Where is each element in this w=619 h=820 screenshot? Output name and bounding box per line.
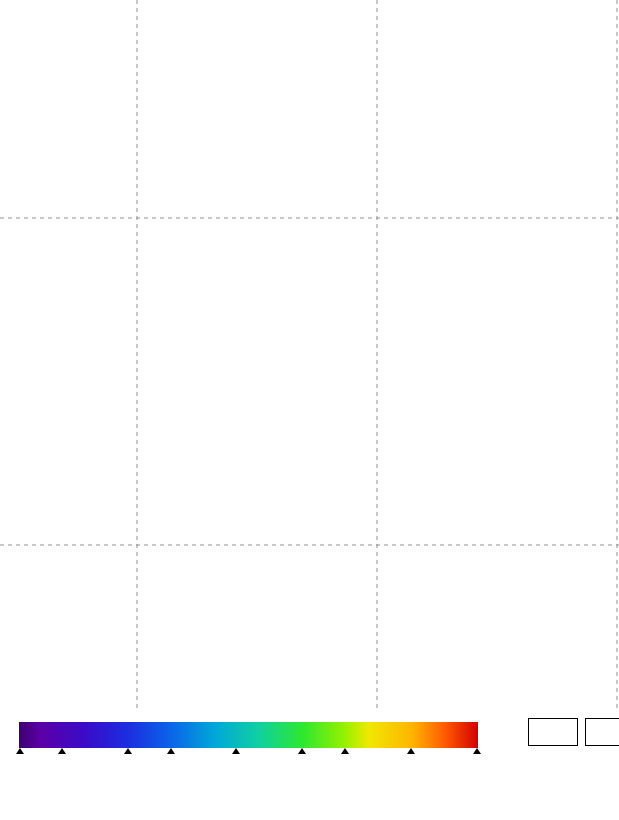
temperature-colorbar [19,722,478,748]
colorbar-tick [341,748,349,754]
colorbar-tick [407,748,415,754]
colorbar-tick [232,748,240,754]
land-key-swatch [528,718,578,746]
colorbar-tick [124,748,132,754]
colorbar-tick [167,748,175,754]
coastline-overlay [0,0,619,710]
colorbar-tick [473,748,481,754]
legend-panel [0,710,619,820]
colorbar-tick [16,748,24,754]
colorbar-tick [298,748,306,754]
graticule [0,0,619,710]
cloud-key-swatch [585,718,619,746]
colorbar-tick [58,748,66,754]
sst-map [0,0,619,710]
sst-raster [0,0,619,710]
